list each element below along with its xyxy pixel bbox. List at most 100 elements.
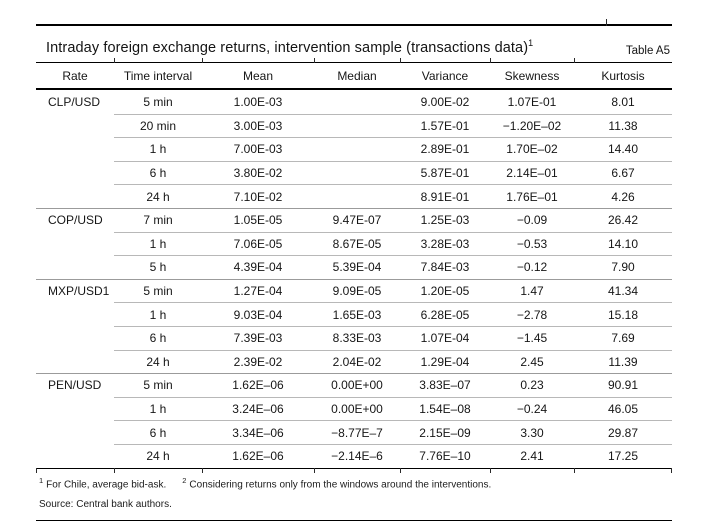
cell-mean: 3.34E–06 <box>202 420 314 444</box>
rule-tick <box>606 19 607 26</box>
table-row: 6 h 3.34E–06 −8.77E–7 2.15E–09 3.30 29.87 <box>36 420 672 444</box>
cell-mean: 3.00E-03 <box>202 113 314 138</box>
cell-interval: 24 h <box>114 349 202 374</box>
rule-tick <box>490 58 491 63</box>
cell-rate: MXP/USD1 <box>36 278 114 303</box>
cell-skewness: 1.70E–02 <box>490 137 574 161</box>
table-row: 1 h 9.03E-04 1.65E-03 6.28E-05 −2.78 15.18 <box>36 302 672 326</box>
column-header-rate: Rate <box>62 68 88 83</box>
cell-rate <box>36 350 114 374</box>
table-row: 20 min 3.00E-03 1.57E-01 −1.20E–02 11.38 <box>36 113 672 138</box>
cell-interval: 24 h <box>114 443 202 468</box>
cell-mean: 3.24E–06 <box>202 396 314 421</box>
column-header-median: Median <box>337 68 377 83</box>
cell-variance: 1.20E-05 <box>400 278 490 303</box>
cell-interval: 6 h <box>114 420 202 444</box>
table-top-rule <box>36 19 672 26</box>
cell-variance: 7.76E–10 <box>400 443 490 468</box>
cell-variance: 3.28E-03 <box>400 231 490 256</box>
cell-rate <box>36 161 114 185</box>
cell-mean: 4.39E-04 <box>202 255 314 279</box>
cell-median <box>314 137 400 161</box>
table-number-label: Table A5 <box>625 45 670 57</box>
table-row: COP/USD 7 min 1.05E-05 9.47E-07 1.25E-03 −0.0… <box>36 207 672 232</box>
table-bottom-rule <box>36 467 672 473</box>
cell-mean: 2.39E-02 <box>202 349 314 374</box>
cell-kurtosis: 41.34 <box>574 278 672 303</box>
cell-rate <box>36 137 114 161</box>
cell-rate <box>36 255 114 279</box>
cell-kurtosis: 14.10 <box>574 231 672 256</box>
table-row: 6 h 7.39E-03 8.33E-03 1.07E-04 −1.45 7.69 <box>36 325 672 350</box>
cell-skewness: 1.07E-01 <box>507 94 557 109</box>
cell-interval: 5 min <box>114 373 202 397</box>
cell-median <box>314 160 400 185</box>
rule-tick <box>314 58 315 63</box>
cell-interval: 1 h <box>114 396 202 421</box>
rule-tick <box>36 467 37 473</box>
cell-rate <box>36 420 114 444</box>
cell-rate <box>36 232 114 256</box>
table-row: 24 h 7.10E-02 8.91E-01 1.76E–01 4.26 <box>36 184 672 208</box>
cell-interval: 7 min <box>114 207 202 232</box>
cell-variance: 1.29E-04 <box>400 349 490 374</box>
footnote-2: 2 Considering returns only from the windo… <box>182 476 491 490</box>
cell-median: 1.65E-03 <box>314 302 400 326</box>
cell-skewness: −0.24 <box>490 396 574 421</box>
footnote-1-text: For Chile, average bid-ask. <box>46 478 167 490</box>
column-header-skewness: Skewness <box>504 68 560 83</box>
cell-kurtosis: 17.25 <box>574 443 672 468</box>
cell-variance: 1.54E–08 <box>400 396 490 421</box>
cell-skewness: −1.20E–02 <box>490 113 574 138</box>
cell-interval: 5 h <box>114 255 202 279</box>
cell-skewness: 2.45 <box>490 349 574 374</box>
cell-interval: 1 h <box>114 137 202 161</box>
cell-interval: 6 h <box>114 160 202 185</box>
cell-kurtosis: 8.01 <box>611 94 635 109</box>
column-header-row: Rate Time interval Mean Median Variance … <box>36 63 672 88</box>
cell-kurtosis: 46.05 <box>574 396 672 421</box>
table-row: MXP/USD1 5 min 1.27E-04 9.09E-05 1.20E-05 1.4… <box>36 278 672 303</box>
cell-variance: 3.83E–07 <box>400 373 490 397</box>
rule-tick <box>314 467 315 473</box>
table-title-text: Intraday foreign exchange returns, inter… <box>46 40 529 56</box>
table-title: Intraday foreign exchange returns, inter… <box>46 39 533 56</box>
cell-mean: 1.62E–06 <box>202 373 314 397</box>
cell-mean: 3.80E-02 <box>202 160 314 185</box>
rule-tick <box>490 467 491 473</box>
column-header-variance: Variance <box>421 68 469 83</box>
column-header-mean: Mean <box>242 68 274 83</box>
cell-median: 0.00E+00 <box>314 396 400 421</box>
cell-rate <box>36 397 114 421</box>
table-row: 24 h 2.39E-02 2.04E-02 1.29E-04 2.45 11.39 <box>36 349 672 374</box>
rule-tick <box>574 58 575 63</box>
column-header-kurtosis: Kurtosis <box>601 68 645 83</box>
cell-kurtosis: 29.87 <box>574 420 672 444</box>
cell-variance: 1.25E-03 <box>400 207 490 232</box>
cell-rate: PEN/USD <box>36 373 114 397</box>
cell-skewness: −0.53 <box>490 231 574 256</box>
cell-median: 5.39E-04 <box>314 255 400 279</box>
cell-kurtosis: 11.39 <box>574 349 672 374</box>
footnote-1: 1 For Chile, average bid-ask. <box>39 476 166 490</box>
cell-median: 9.47E-07 <box>314 207 400 232</box>
table-row: 24 h 1.62E–06 −2.14E–6 7.76E–10 2.41 17.25 <box>36 443 672 468</box>
cell-interval: 5 min <box>114 278 202 303</box>
cell-skewness: −0.12 <box>490 255 574 279</box>
title-bottom-rule <box>36 58 672 63</box>
cell-mean: 9.03E-04 <box>202 302 314 326</box>
cell-rate: COP/USD <box>36 207 114 232</box>
cell-mean: 1.00E-03 <box>233 94 283 109</box>
cell-skewness: −2.78 <box>490 302 574 326</box>
cell-kurtosis: 15.18 <box>574 302 672 326</box>
cell-median <box>314 184 400 208</box>
cell-rate <box>36 444 114 468</box>
cell-interval: 6 h <box>114 325 202 350</box>
cell-kurtosis: 14.40 <box>574 137 672 161</box>
cell-mean: 1.62E–06 <box>202 443 314 468</box>
footnote-2-marker: 2 <box>182 475 187 485</box>
footnotes-row: 1 For Chile, average bid-ask. 2 Considerin… <box>36 476 672 490</box>
cell-interval: 5 min <box>143 94 173 109</box>
table-row: 1 h 7.00E-03 2.89E-01 1.70E–02 14.40 <box>36 137 672 161</box>
cell-median: 8.67E-05 <box>314 231 400 256</box>
